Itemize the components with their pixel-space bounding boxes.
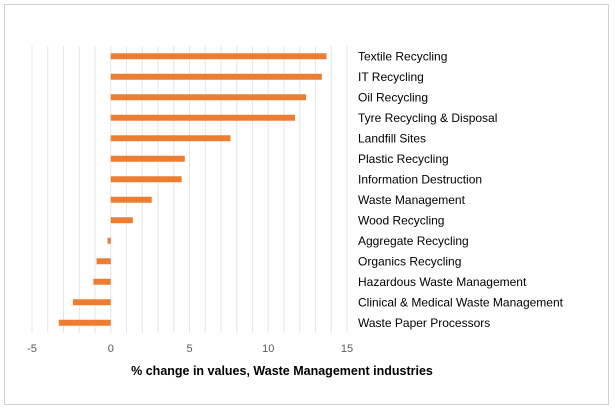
x-tick-label: 0 bbox=[108, 343, 114, 355]
bar bbox=[107, 237, 111, 244]
category-label: Tyre Recycling & Disposal bbox=[358, 111, 497, 125]
bar bbox=[110, 196, 152, 203]
bar bbox=[110, 53, 327, 60]
chart-frame: Textile Recycling IT Recycling Oil Recycli… bbox=[4, 4, 609, 405]
bar bbox=[93, 278, 111, 285]
category-label: Waste Paper Processors bbox=[358, 316, 490, 330]
category-label: Aggregate Recycling bbox=[358, 234, 469, 248]
bar bbox=[110, 176, 182, 183]
category-label: Plastic Recycling bbox=[358, 152, 449, 166]
category-label: Oil Recycling bbox=[358, 90, 428, 104]
bar bbox=[110, 217, 133, 224]
category-label: Hazardous Waste Management bbox=[358, 275, 527, 289]
category-label: Clinical & Medical Waste Management bbox=[358, 295, 564, 309]
bar bbox=[110, 94, 307, 101]
x-tick-label: 5 bbox=[186, 343, 192, 355]
x-tick-label: 15 bbox=[341, 343, 353, 355]
bar bbox=[110, 73, 322, 80]
gridlines bbox=[31, 46, 348, 333]
bar bbox=[72, 299, 111, 306]
bar bbox=[110, 114, 296, 121]
x-tick-labels: -5 0 5 10 15 bbox=[27, 343, 353, 355]
bar bbox=[110, 155, 185, 162]
x-tick-label: 10 bbox=[262, 343, 274, 355]
bar-chart: Textile Recycling IT Recycling Oil Recycli… bbox=[27, 46, 564, 378]
category-label: Organics Recycling bbox=[358, 254, 461, 268]
category-labels: Textile Recycling IT Recycling Oil Recycli… bbox=[358, 49, 564, 330]
bars bbox=[58, 53, 327, 326]
bar bbox=[96, 258, 111, 265]
x-axis-label: % change in values, Waste Management ind… bbox=[131, 364, 433, 378]
category-label: Waste Management bbox=[358, 193, 466, 207]
category-label: Wood Recycling bbox=[358, 213, 444, 227]
category-label: Information Destruction bbox=[358, 172, 482, 186]
bar bbox=[110, 135, 231, 142]
bar bbox=[58, 319, 111, 326]
category-label: IT Recycling bbox=[358, 70, 424, 84]
category-label: Landfill Sites bbox=[358, 131, 426, 145]
x-tick-label: -5 bbox=[27, 343, 37, 355]
category-label: Textile Recycling bbox=[358, 49, 447, 63]
